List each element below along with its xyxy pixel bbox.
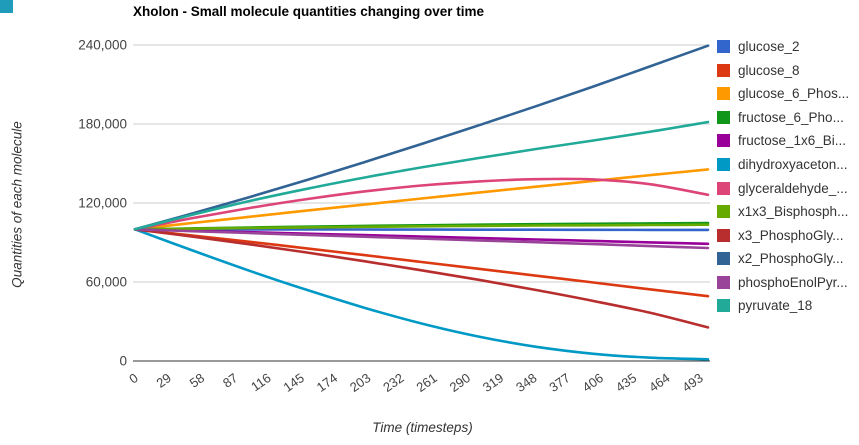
x-tick-label: 435 bbox=[613, 370, 639, 395]
y-tick-label: 240,000 bbox=[78, 38, 127, 53]
y-tick-label: 0 bbox=[119, 354, 127, 369]
x-tick-label: 348 bbox=[513, 370, 539, 395]
series-line-dihydroxyaceton[interactable] bbox=[133, 228, 710, 361]
x-tick-label: 174 bbox=[314, 370, 340, 395]
y-tick-label: 60,000 bbox=[86, 275, 127, 290]
x-tick-label: 377 bbox=[546, 370, 572, 395]
legend-swatch bbox=[717, 205, 730, 219]
x-tick-label: 0 bbox=[126, 370, 141, 386]
x-tick-label: 87 bbox=[220, 370, 240, 391]
legend-label: fructose_1x6_Bi... bbox=[738, 133, 847, 149]
x-tick-label: 58 bbox=[187, 370, 207, 391]
legend-label: fructose_6_Pho... bbox=[738, 109, 844, 125]
series-line-glucose_6_Phos[interactable] bbox=[133, 168, 710, 231]
series-line-x3_PhosphoGly[interactable] bbox=[133, 228, 710, 329]
legend-swatch bbox=[717, 134, 730, 148]
chart-title: Xholon - Small molecule quantities chang… bbox=[133, 4, 485, 19]
legend-swatch bbox=[717, 63, 730, 77]
x-tick-label: 319 bbox=[480, 370, 506, 395]
legend-label: glucose_6_Phos... bbox=[738, 86, 850, 102]
x-tick-label: 493 bbox=[679, 370, 705, 395]
x-tick-label: 145 bbox=[281, 370, 307, 395]
series-line-pyruvate_18[interactable] bbox=[133, 120, 710, 231]
legend-swatch bbox=[717, 87, 730, 101]
legend-label: phosphoEnolPyr... bbox=[738, 274, 848, 290]
legend-label: x3_PhosphoGly... bbox=[738, 227, 844, 243]
legend-swatch bbox=[717, 299, 730, 313]
legend: glucose_2 glucose_8 glucose_6_Phos...fruct… bbox=[717, 35, 849, 318]
legend-item-glucose_6_Phos[interactable]: glucose_6_Phos... bbox=[717, 82, 849, 106]
legend-label: glucose_2 bbox=[738, 39, 800, 55]
legend-item-fructose_6_Pho[interactable]: fructose_6_Pho... bbox=[717, 106, 849, 130]
series-lines bbox=[133, 44, 710, 361]
series-line-phosphoEnolPyr[interactable] bbox=[133, 228, 710, 250]
legend-label: pyruvate_18 bbox=[738, 298, 813, 314]
legend-swatch bbox=[717, 40, 730, 54]
x-tick-label: 232 bbox=[380, 370, 406, 395]
legend-swatch bbox=[717, 275, 730, 289]
y-tick-labels: 0 60,000 120,000 180,000 240,000 bbox=[78, 38, 127, 369]
legend-item-pyruvate_18[interactable]: pyruvate_18 bbox=[717, 294, 849, 318]
x-tick-labels: 0 29 58 87 116 145 174 203 232 261 290 319 348 377 406… bbox=[126, 370, 706, 395]
legend-item-glucose_2[interactable]: glucose_2 bbox=[717, 35, 849, 59]
legend-item-phosphoEnolPyr[interactable]: phosphoEnolPyr... bbox=[717, 270, 849, 294]
x-tick-label: 464 bbox=[646, 370, 672, 395]
legend-item-dihydroxyaceton[interactable]: dihydroxyaceton... bbox=[717, 153, 849, 177]
legend-item-x3_PhosphoGly[interactable]: x3_PhosphoGly... bbox=[717, 223, 849, 247]
legend-swatch bbox=[717, 228, 730, 242]
legend-swatch bbox=[717, 252, 730, 266]
x-tick-label: 261 bbox=[413, 370, 439, 395]
gridlines bbox=[133, 44, 710, 362]
legend-label: glyceraldehyde_... bbox=[738, 180, 848, 196]
x-tick-label: 406 bbox=[580, 370, 606, 395]
series-line-glyceraldehyde_[interactable] bbox=[133, 177, 710, 231]
legend-swatch bbox=[717, 110, 730, 124]
legend-item-x1x3_Bisphosph[interactable]: x1x3_Bisphosph... bbox=[717, 200, 849, 224]
x-axis-title: Time (timesteps) bbox=[372, 420, 473, 435]
legend-label: dihydroxyaceton... bbox=[738, 157, 848, 172]
series-line-x2_PhosphoGly[interactable] bbox=[133, 44, 710, 231]
x-tick-label: 203 bbox=[347, 370, 373, 395]
legend-label: x1x3_Bisphosph... bbox=[738, 204, 849, 220]
series-line-x1x3_Bisphosph[interactable] bbox=[133, 223, 710, 231]
legend-item-glyceraldehyde_[interactable]: glyceraldehyde_... bbox=[717, 176, 849, 200]
legend-label: x2_PhosphoGly... bbox=[738, 251, 844, 267]
y-tick-label: 180,000 bbox=[78, 117, 127, 132]
legend-swatch bbox=[717, 158, 730, 171]
corner-icon bbox=[0, 0, 13, 13]
legend-swatch bbox=[717, 181, 730, 195]
legend-label: glucose_8 bbox=[738, 62, 800, 78]
x-tick-label: 29 bbox=[154, 370, 174, 391]
series-line-glucose_8[interactable] bbox=[133, 228, 710, 298]
legend-item-x2_PhosphoGly[interactable]: x2_PhosphoGly... bbox=[717, 247, 849, 271]
y-tick-label: 120,000 bbox=[78, 196, 127, 211]
legend-item-glucose_8[interactable]: glucose_8 bbox=[717, 59, 849, 83]
x-tick-label: 290 bbox=[447, 370, 473, 395]
x-tick-label: 116 bbox=[248, 370, 274, 394]
legend-item-fructose_1x6_Bi[interactable]: fructose_1x6_Bi... bbox=[717, 129, 849, 153]
